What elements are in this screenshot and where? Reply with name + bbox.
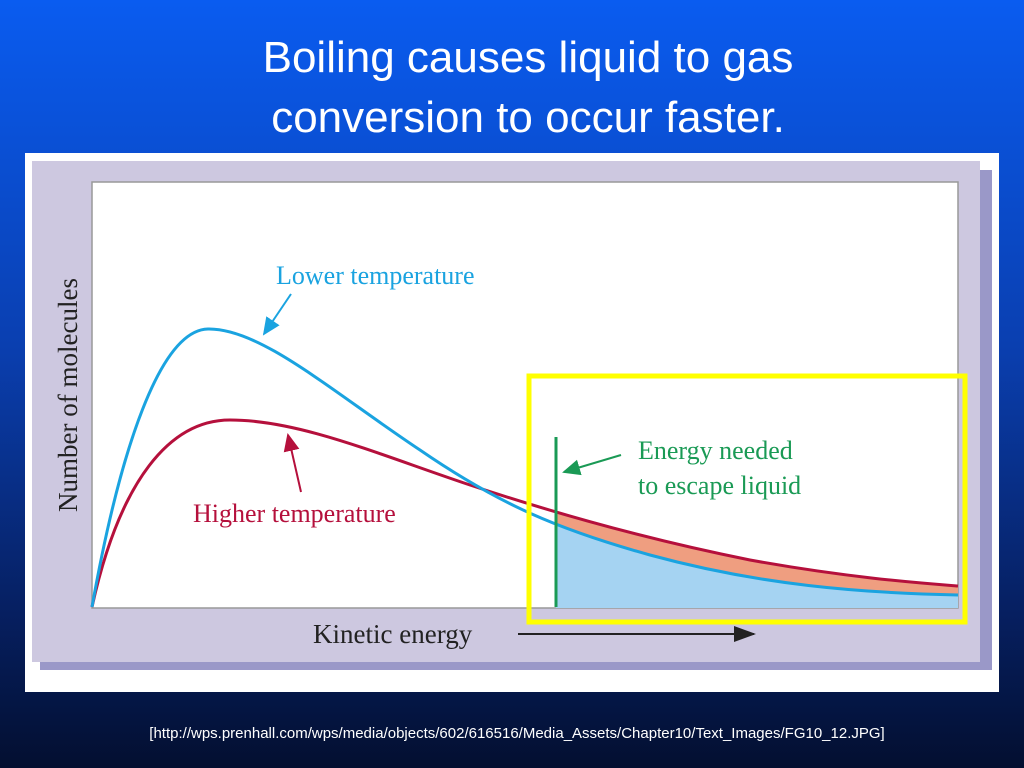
energy-region — [556, 512, 958, 608]
curve-label: Higher temperature — [193, 499, 396, 528]
arrow — [262, 293, 292, 336]
arrow — [283, 433, 302, 493]
highlight-box — [526, 373, 968, 625]
threshold-label: to escape liquid — [638, 471, 801, 500]
arrow — [562, 454, 622, 476]
lower-area — [556, 524, 958, 608]
curve-label: Lower temperature — [276, 261, 475, 290]
title-line: conversion to occur faster. — [271, 93, 785, 142]
title-line: Boiling causes liquid to gas — [263, 33, 794, 82]
caption: [http://wps.prenhall.com/wps/media/objec… — [149, 725, 884, 742]
threshold-label: Energy needed — [638, 436, 793, 465]
y-axis-label: Number of molecules — [53, 278, 83, 512]
higher-curve — [90, 418, 959, 608]
lower-curve — [90, 327, 959, 608]
plot-area — [91, 181, 959, 609]
x-axis-label: Kinetic energy — [313, 619, 473, 649]
